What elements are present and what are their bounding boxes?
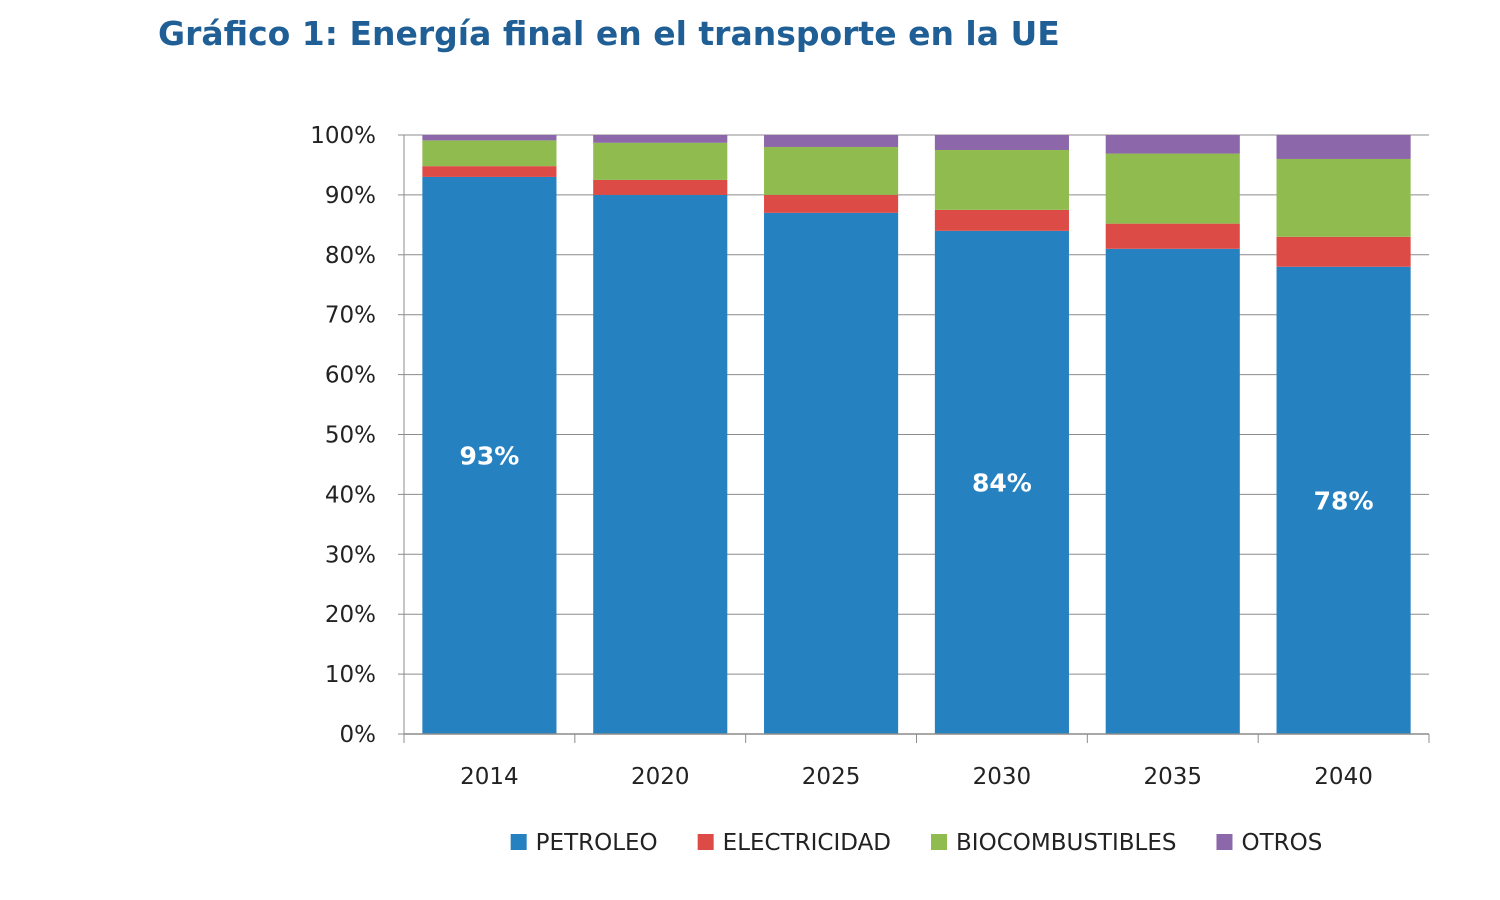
y-tick-label: 0% [340,722,377,748]
legend-swatch [697,834,714,850]
y-tick-label: 40% [325,482,376,508]
bar-segment-electricidad-2020 [593,179,728,195]
legend-label: ELECTRICIDAD [723,830,891,856]
y-tick-label: 10% [325,662,376,688]
bar-segment-petroleo-2035 [1105,248,1240,734]
x-tick-label: 2040 [1314,764,1373,790]
x-tick-label: 2025 [802,764,861,790]
legend-label: BIOCOMBUSTIBLES [956,830,1176,856]
bar-segment-otros-2030 [934,135,1069,150]
x-tick-label: 2035 [1143,764,1202,790]
bar-segment-biocombustibles-2035 [1105,153,1240,224]
bar-segment-petroleo-2040 [1276,266,1411,734]
x-tick-label: 2014 [460,764,519,790]
data-label: 84% [972,468,1032,497]
bar-segment-electricidad-2030 [934,209,1069,231]
bar-segment-petroleo-2025 [764,212,899,734]
y-tick-label: 60% [325,363,376,389]
bar-segment-biocombustibles-2025 [764,146,899,195]
y-tick-label: 90% [325,183,376,209]
legend-label: OTROS [1241,830,1322,856]
legend-item-biocombustibles: BIOCOMBUSTIBLES [931,830,1176,856]
bar-segment-biocombustibles-2014 [422,140,557,167]
y-tick-label: 80% [325,243,376,269]
bar-segment-otros-2040 [1276,135,1411,159]
bar-segment-electricidad-2040 [1276,236,1411,267]
bar-segment-otros-2035 [1105,135,1240,154]
bar-segment-electricidad-2035 [1105,223,1240,249]
bar-segment-petroleo-2020 [593,194,728,734]
bar-segment-biocombustibles-2030 [934,149,1069,210]
axes: 0% 10% 20% 30% 40% 50% 60% 70% 80% 90% 100% 2014 202… [310,123,1430,790]
bar-segment-otros-2025 [764,135,899,147]
x-tick-label: 2030 [973,764,1032,790]
legend-item-otros: OTROS [1216,830,1322,856]
data-labels: 93% 84% 78% [459,441,1373,515]
y-tick-label: 70% [325,303,376,329]
bar-segment-petroleo-2014 [422,176,557,734]
bar-segment-biocombustibles-2020 [593,142,728,180]
legend-swatch [510,834,527,850]
bar-segment-biocombustibles-2040 [1276,158,1411,237]
legend-swatch [1216,834,1233,850]
legend-label: PETROLEO [536,830,658,856]
y-tick-label: 100% [310,123,376,149]
y-tick-label: 50% [325,423,376,449]
y-tick-label: 20% [325,602,376,628]
bar-segment-electricidad-2025 [764,194,899,213]
data-label: 93% [459,441,519,470]
gridlines [404,134,1429,735]
bar-segment-otros-2020 [593,135,728,143]
legend-swatch [931,834,948,850]
x-tick-label: 2020 [631,764,690,790]
bar-segment-otros-2014 [422,135,557,141]
legend-item-petroleo: PETROLEO [510,830,658,856]
y-tick-label: 30% [325,542,376,568]
chart-title: Gráfico 1: Energía final en el transport… [158,14,1060,53]
legend: PETROLEO ELECTRICIDAD BIOCOMBUSTIBLES OTROS [510,830,1322,856]
bar-segment-petroleo-2030 [934,230,1069,734]
data-label: 78% [1314,486,1374,515]
legend-item-electricidad: ELECTRICIDAD [697,830,891,856]
bars [422,135,1411,734]
bar-segment-electricidad-2014 [422,166,557,177]
